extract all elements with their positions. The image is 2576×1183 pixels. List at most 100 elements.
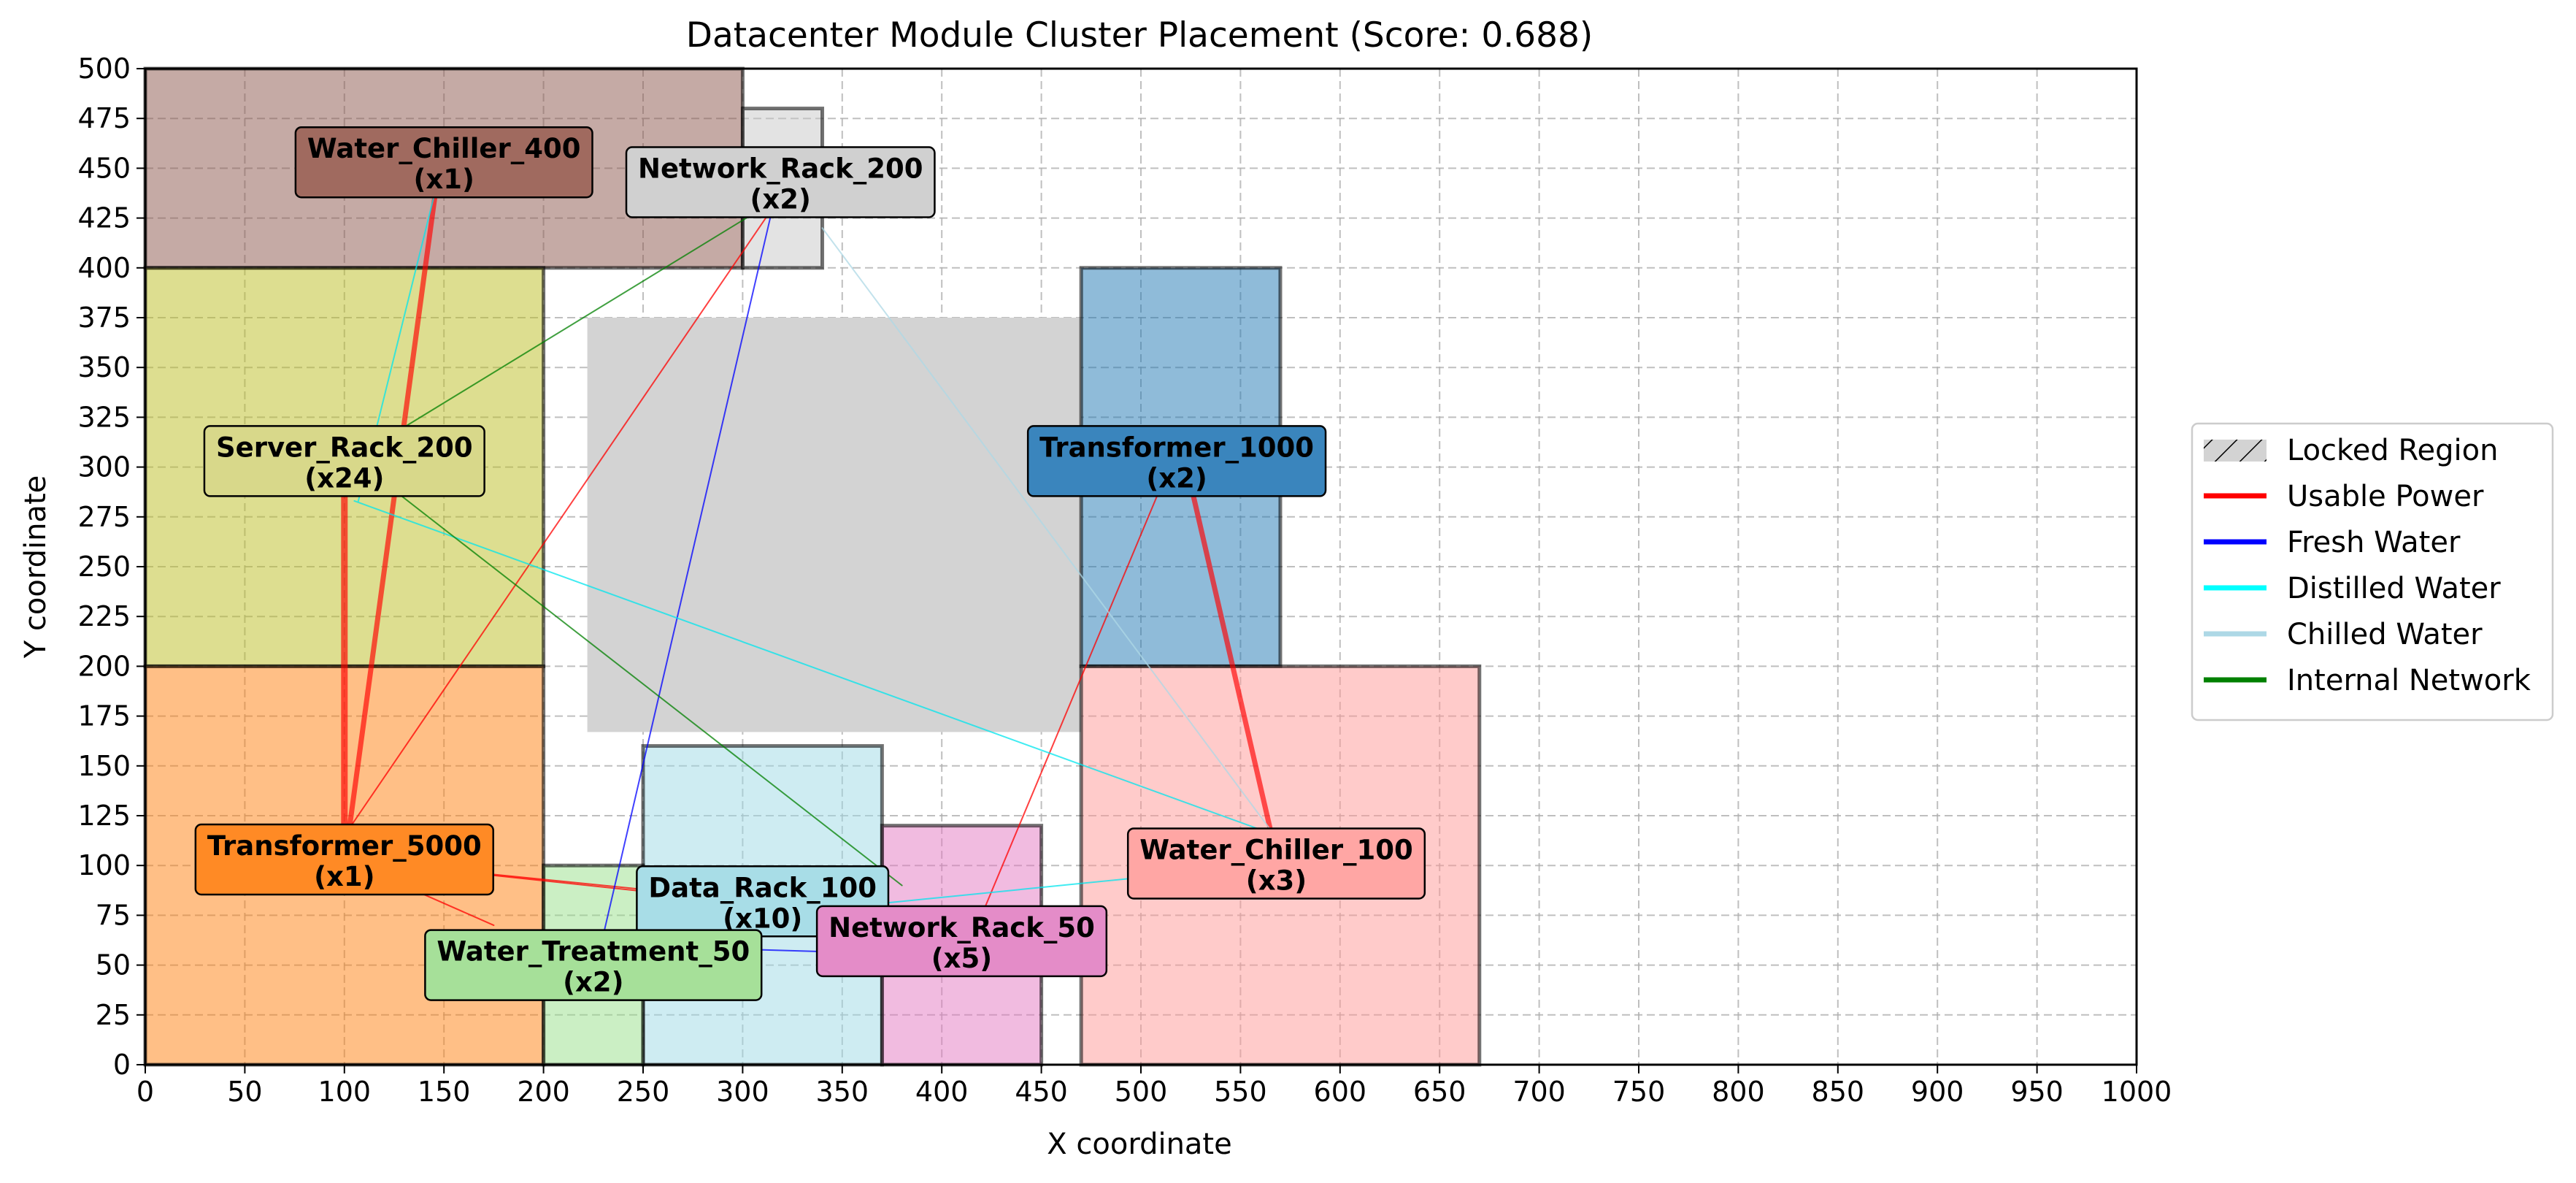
y-tick-label: 500 [77,53,131,85]
module-count: (x3) [1246,865,1307,896]
y-tick-label: 300 [77,451,131,483]
connection-line [403,207,764,429]
legend-label: Locked Region [2287,434,2498,467]
y-tick-label: 400 [77,252,131,284]
module-count: (x2) [1146,462,1207,494]
y-tick-label: 275 [77,501,131,533]
x-tick-label: 0 [137,1076,154,1108]
module-label: Network_Rack_50(x5) [815,905,1108,978]
x-tick-label: 800 [1712,1076,1765,1108]
module-count: (x10) [723,903,802,934]
module-name: Water_Chiller_100 [1139,834,1413,865]
module-label-box [203,425,485,497]
locked-region [587,318,1082,732]
y-tick-label: 100 [77,849,131,881]
y-tick-label: 425 [77,202,131,234]
legend-label: Chilled Water [2287,618,2483,651]
y-tick-label: 450 [77,152,131,184]
x-tick-label: 400 [915,1076,969,1108]
legend-hatch [2204,440,2267,462]
connection-line [343,207,774,837]
module-count: (x2) [563,967,623,998]
x-tick-label: 350 [816,1076,869,1108]
x-tick-label: 300 [716,1076,769,1108]
module-count: (x1) [413,164,474,195]
x-tick-label: 900 [1911,1076,1964,1108]
x-tick-label: 200 [517,1076,570,1108]
x-tick-label: 700 [1512,1076,1566,1108]
module-label-box [194,823,494,896]
y-tick-label: 225 [77,600,131,632]
module-label-box [1026,425,1327,497]
x-tick-label: 950 [2010,1076,2064,1108]
x-tick-label: 150 [418,1076,471,1108]
chart-title: Datacenter Module Cluster Placement (Sco… [686,15,1593,55]
connection-line [345,185,439,838]
module-name: Water_Chiller_400 [307,133,581,164]
legend-label: Internal Network [2287,664,2531,697]
y-tick-label: 375 [77,302,131,334]
module-label: Server_Rack_200(x24) [203,425,485,497]
y-tick-label: 125 [77,800,131,832]
x-tick-label: 550 [1214,1076,1267,1108]
y-tick-label: 75 [96,899,131,931]
legend-label: Usable Power [2287,480,2484,513]
connection-line [364,466,903,887]
x-tick-label: 250 [617,1076,670,1108]
y-tick-label: 50 [96,949,131,981]
locked-region-layer [587,318,1082,732]
legend-label: Fresh Water [2287,526,2461,559]
x-tick-label: 600 [1314,1076,1367,1108]
axis-ticks: 0 50 100 150 200 250 300 350 400 450 500 550 600 650 7… [77,53,2172,1108]
x-tick-label: 50 [227,1076,262,1108]
module-name: Network_Rack_50 [828,912,1095,943]
module-label-layer: Water_Chiller_400(x1) Network_Rack_200(x2… [194,126,1426,1001]
y-tick-label: 150 [77,750,131,782]
y-tick-label: 0 [113,1049,131,1081]
module-label-box [424,929,763,1001]
legend-label: Distilled Water [2287,572,2501,605]
x-tick-label: 100 [318,1076,372,1108]
connection-line [602,207,774,936]
module-count: (x5) [931,943,992,974]
x-tick-label: 450 [1015,1076,1068,1108]
module-count: (x24) [304,462,384,494]
connection-line [353,499,1261,831]
module-label-box [1126,827,1426,900]
y-tick-label: 175 [77,700,131,732]
module-name: Water_Treatment_50 [437,936,750,968]
module-label: Transformer_1000(x2) [1026,425,1327,497]
legend-box [2191,422,2554,721]
y-tick-label: 350 [77,351,131,383]
x-tick-label: 1000 [2102,1076,2172,1108]
module-count: (x1) [314,861,374,892]
connection-line [980,486,1162,916]
module-count: (x2) [750,183,811,215]
module-label: Water_Treatment_50(x2) [424,929,763,1001]
y-tick-label: 250 [77,551,131,583]
module-label-box [294,126,593,199]
connection-line [821,227,1272,831]
x-tick-label: 750 [1612,1076,1666,1108]
module-label: Water_Chiller_100(x3) [1126,827,1426,900]
module-name: Network_Rack_200 [638,153,923,184]
y-tick-label: 200 [77,650,131,682]
module-label-box [815,905,1108,978]
connection-layer [341,185,1273,956]
y-tick-label: 25 [96,999,131,1031]
connection-line [1184,464,1273,832]
y-axis-label: Y coordinate [19,475,53,659]
module-name: Transformer_5000 [207,830,482,862]
module-name: Server_Rack_200 [216,432,473,463]
x-tick-label: 500 [1115,1076,1168,1108]
module-label: Water_Chiller_400(x1) [294,126,593,199]
y-tick-label: 325 [77,401,131,433]
legend: Locked Region Usable Power Fresh Water Dist… [2191,422,2554,721]
module-name: Transformer_1000 [1039,432,1314,463]
module-label-box [625,146,936,218]
y-tick-label: 475 [77,102,131,134]
x-tick-label: 850 [1812,1076,1865,1108]
module-label: Network_Rack_200(x2) [625,146,936,218]
x-axis-label: X coordinate [1047,1128,1231,1161]
